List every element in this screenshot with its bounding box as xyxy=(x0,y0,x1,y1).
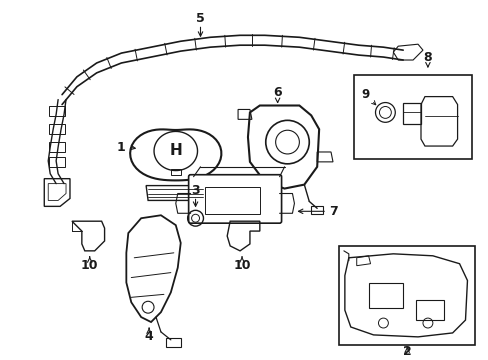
Bar xyxy=(415,300,443,320)
Text: 4: 4 xyxy=(144,330,153,343)
Text: 8: 8 xyxy=(423,50,431,64)
Text: 2: 2 xyxy=(402,345,411,358)
Text: H: H xyxy=(169,144,182,158)
Text: 5: 5 xyxy=(196,12,204,25)
Text: 9: 9 xyxy=(361,88,369,101)
Text: 10: 10 xyxy=(233,259,250,272)
Bar xyxy=(338,246,474,345)
Bar xyxy=(368,283,403,308)
Text: 6: 6 xyxy=(273,86,282,99)
Text: 7: 7 xyxy=(329,205,338,218)
FancyBboxPatch shape xyxy=(188,175,281,223)
Text: 10: 10 xyxy=(81,259,98,272)
Text: 3: 3 xyxy=(191,184,200,197)
Bar xyxy=(353,75,471,159)
Bar xyxy=(205,186,259,214)
Text: 1: 1 xyxy=(117,140,125,153)
